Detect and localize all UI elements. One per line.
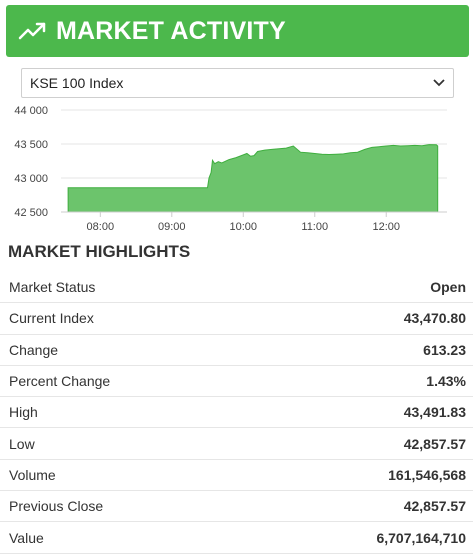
row-label: Market Status bbox=[9, 279, 96, 296]
table-row: Previous Close 42,857.57 bbox=[0, 491, 473, 523]
row-label: High bbox=[9, 404, 38, 421]
index-area-series bbox=[67, 144, 439, 213]
index-select-value: KSE 100 Index bbox=[30, 75, 124, 91]
x-tick-label: 09:00 bbox=[158, 221, 186, 233]
table-row: Change 613.23 bbox=[0, 335, 473, 366]
y-tick-label: 43 500 bbox=[14, 139, 48, 151]
page-title: MARKET ACTIVITY bbox=[56, 16, 286, 45]
index-select[interactable]: KSE 100 Index bbox=[21, 68, 454, 98]
market-activity-header: MARKET ACTIVITY bbox=[6, 5, 469, 57]
row-label: Volume bbox=[9, 466, 56, 483]
row-label: Percent Change bbox=[9, 373, 111, 390]
row-value: 43,491.83 bbox=[403, 404, 466, 421]
row-value: 613.23 bbox=[423, 341, 466, 358]
row-value: 43,470.80 bbox=[403, 310, 466, 327]
table-row: Percent Change 1.43% bbox=[0, 366, 473, 398]
highlights-title: MARKET HIGHLIGHTS bbox=[8, 242, 191, 261]
y-tick-label: 42 500 bbox=[14, 207, 48, 219]
row-label: Value bbox=[9, 529, 44, 546]
row-value: Open bbox=[430, 279, 466, 296]
table-row: Market Status Open bbox=[0, 272, 473, 304]
row-label: Low bbox=[9, 435, 35, 452]
y-tick-label: 44 000 bbox=[14, 105, 48, 117]
chevron-down-icon bbox=[433, 74, 445, 92]
x-tick-label: 12:00 bbox=[372, 221, 400, 233]
table-row: Volume 161,546,568 bbox=[0, 460, 473, 492]
table-row: Value 6,707,164,710 bbox=[0, 522, 473, 554]
row-label: Current Index bbox=[9, 310, 94, 327]
table-row: Current Index 43,470.80 bbox=[0, 303, 473, 335]
x-tick-label: 11:00 bbox=[301, 221, 328, 233]
table-row: Low 42,857.57 bbox=[0, 428, 473, 460]
row-value: 6,707,164,710 bbox=[376, 529, 466, 546]
row-label: Previous Close bbox=[9, 498, 104, 515]
row-value: 42,857.57 bbox=[403, 435, 466, 452]
trending-up-icon bbox=[18, 20, 48, 42]
x-tick-label: 08:00 bbox=[87, 221, 115, 233]
index-chart: 42 500 43 000 43 500 44 000 08:00 09:00 10:00 1… bbox=[14, 105, 447, 233]
row-value: 161,546,568 bbox=[388, 466, 466, 483]
x-tick-label: 10:00 bbox=[230, 221, 258, 233]
y-tick-label: 43 000 bbox=[14, 173, 48, 185]
row-label: Change bbox=[9, 341, 59, 358]
row-value: 42,857.57 bbox=[403, 498, 466, 515]
table-row: High 43,491.83 bbox=[0, 397, 473, 429]
highlights-table: Market Status Open Current Index 43,470.80 C… bbox=[0, 272, 473, 554]
row-value: 1.43% bbox=[426, 373, 466, 390]
